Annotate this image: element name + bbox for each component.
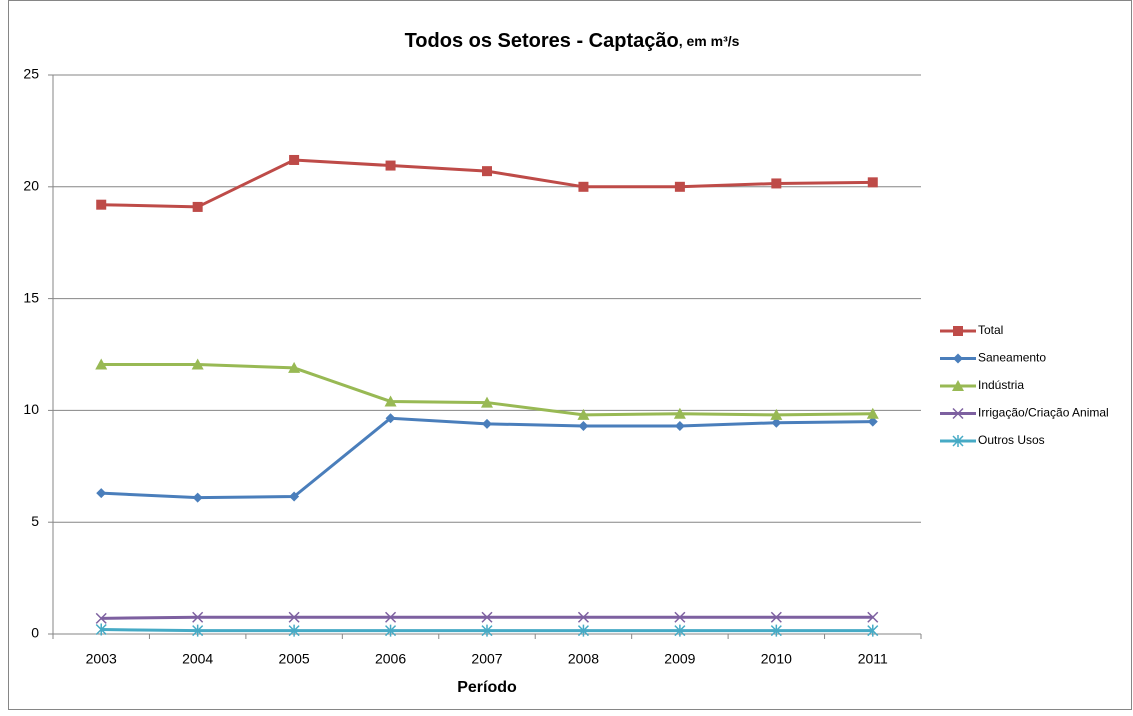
marker bbox=[952, 435, 964, 447]
y-tick-label: 25 bbox=[23, 66, 39, 82]
marker bbox=[385, 160, 396, 171]
x-tick-label: 2005 bbox=[279, 651, 310, 667]
marker bbox=[384, 395, 397, 407]
legend-label: Saneamento bbox=[978, 351, 1046, 365]
y-tick-label: 20 bbox=[23, 178, 39, 194]
marker bbox=[481, 396, 493, 408]
marker bbox=[385, 611, 397, 623]
legend-label: Total bbox=[978, 323, 1003, 337]
y-tick-label: 5 bbox=[31, 513, 39, 529]
marker bbox=[770, 624, 782, 637]
marker bbox=[952, 380, 964, 391]
marker bbox=[289, 491, 300, 502]
marker bbox=[867, 611, 879, 623]
marker bbox=[95, 623, 107, 636]
marker bbox=[482, 166, 492, 177]
title-unit: , em m³/s bbox=[679, 33, 740, 49]
marker bbox=[481, 611, 493, 623]
x-tick-label: 2007 bbox=[471, 651, 502, 667]
marker bbox=[385, 413, 396, 424]
marker bbox=[771, 178, 782, 189]
marker bbox=[578, 421, 589, 432]
x-axis-label: Período bbox=[457, 679, 517, 696]
x-tick-label: 2003 bbox=[86, 651, 117, 667]
marker bbox=[96, 488, 107, 499]
chart-frame bbox=[8, 0, 1132, 710]
x-tick-label: 2009 bbox=[664, 651, 695, 667]
marker bbox=[770, 408, 783, 420]
marker bbox=[577, 611, 589, 623]
y-tick-label: 15 bbox=[23, 289, 39, 305]
marker bbox=[577, 408, 590, 420]
series bbox=[96, 413, 878, 503]
marker bbox=[674, 421, 685, 432]
x-tick-label: 2010 bbox=[761, 651, 792, 667]
marker bbox=[289, 154, 300, 165]
title-main: Todos os Setores - Captação bbox=[405, 30, 679, 52]
marker bbox=[192, 201, 203, 212]
marker bbox=[674, 611, 686, 623]
legend-label: Indústria bbox=[978, 378, 1024, 392]
marker bbox=[191, 358, 204, 370]
marker bbox=[192, 611, 204, 623]
marker bbox=[577, 624, 589, 637]
chart-title: Todos os Setores - Captação, em m³/s bbox=[405, 30, 740, 52]
y-tick-label: 0 bbox=[31, 625, 39, 641]
legend-label: Outros Usos bbox=[978, 433, 1045, 447]
series bbox=[95, 611, 879, 624]
marker bbox=[192, 624, 204, 637]
marker bbox=[674, 624, 686, 637]
x-tick-label: 2004 bbox=[182, 651, 213, 667]
marker bbox=[953, 326, 963, 336]
marker bbox=[95, 612, 107, 624]
x-tick-label: 2006 bbox=[375, 651, 406, 667]
marker bbox=[482, 418, 492, 429]
marker bbox=[288, 624, 300, 637]
marker bbox=[288, 611, 300, 623]
marker bbox=[867, 624, 879, 637]
marker bbox=[95, 358, 108, 370]
marker bbox=[481, 624, 493, 637]
marker bbox=[288, 361, 301, 373]
marker bbox=[867, 177, 878, 188]
x-tick-label: 2008 bbox=[568, 651, 599, 667]
marker bbox=[952, 407, 964, 420]
marker bbox=[673, 407, 686, 419]
marker bbox=[578, 181, 589, 192]
marker bbox=[953, 353, 963, 364]
marker bbox=[770, 611, 782, 623]
marker bbox=[867, 416, 878, 427]
marker bbox=[771, 417, 782, 428]
marker bbox=[96, 199, 107, 210]
y-tick-label: 10 bbox=[23, 401, 39, 417]
series bbox=[96, 154, 878, 212]
marker bbox=[674, 181, 685, 192]
marker bbox=[385, 624, 397, 637]
legend-label: Irrigação/Criação Animal bbox=[978, 406, 1109, 420]
series bbox=[95, 623, 879, 637]
marker bbox=[192, 492, 203, 503]
x-tick-label: 2011 bbox=[858, 651, 888, 667]
marker bbox=[866, 407, 879, 419]
series bbox=[95, 358, 879, 420]
